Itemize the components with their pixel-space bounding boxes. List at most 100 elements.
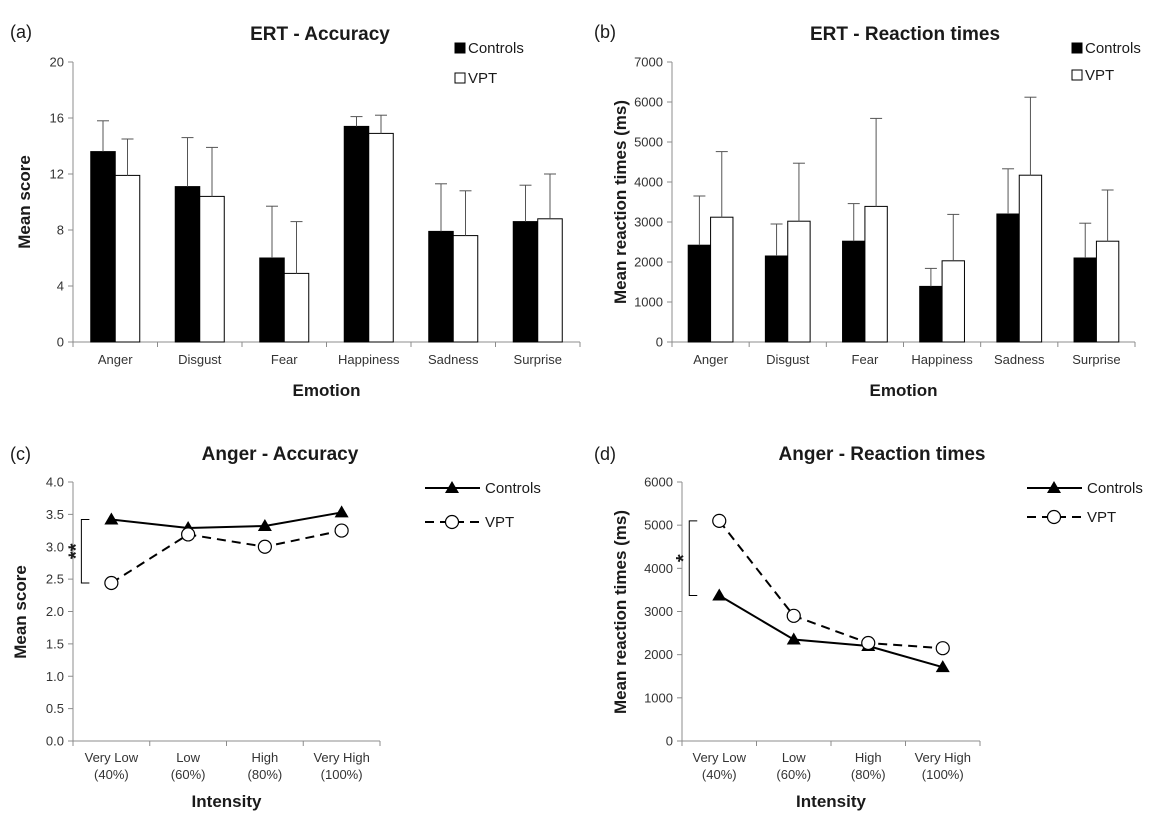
legend-label-controls: Controls <box>468 40 524 57</box>
x-tick-label: Fear <box>852 352 879 367</box>
bar-controls-sadness <box>996 213 1020 343</box>
legend-label-vpt: VPT <box>1085 67 1114 84</box>
x-axis-label: Emotion <box>870 381 938 400</box>
y-tick-label: 1000 <box>644 690 673 705</box>
point-vpt-3 <box>334 523 349 538</box>
bar-vpt-anger <box>114 174 141 343</box>
point-controls-0 <box>104 512 119 525</box>
point-controls-0 <box>712 588 727 601</box>
y-tick-label: 1.0 <box>46 669 64 684</box>
x-tick-label: Sadness <box>994 352 1045 367</box>
chart-panel-c: (c) Anger - Accuracy 0.0 0.5 1.0 1.5 2.0 2.5 3.0… <box>10 444 541 811</box>
x-axis-label: Emotion <box>293 381 361 400</box>
point-vpt-0 <box>712 513 727 528</box>
y-tick-label: 3.5 <box>46 507 64 522</box>
x-tick-label-percent: (80%) <box>248 767 283 782</box>
point-vpt-1 <box>181 527 196 542</box>
legend-label-controls: Controls <box>1087 480 1143 497</box>
legend-marker-vpt <box>444 514 460 530</box>
y-tick-label: 1.5 <box>46 636 64 651</box>
x-tick-label-percent: (60%) <box>171 767 206 782</box>
x-tick-label-percent: (100%) <box>321 767 363 782</box>
y-tick-label: 0 <box>656 335 663 350</box>
chart-title: Anger - Reaction times <box>779 444 986 465</box>
bar-vpt-surprise <box>537 218 563 343</box>
legend-marker-controls <box>1047 481 1061 493</box>
bar-controls-anger <box>687 244 712 343</box>
y-tick-label: 3000 <box>644 604 673 619</box>
point-controls-3 <box>935 660 950 673</box>
bar-controls-fear <box>842 240 866 343</box>
y-tick-label: 1000 <box>634 295 663 310</box>
legend-label-vpt: VPT <box>1087 509 1116 526</box>
y-tick-label: 20 <box>50 55 64 70</box>
x-tick-label: Very High <box>313 750 369 765</box>
y-tick-label: 2.5 <box>46 572 64 587</box>
bar-controls-happiness <box>919 285 943 343</box>
panel-letter: (d) <box>594 444 616 464</box>
panel-letter: (a) <box>10 22 32 42</box>
bar-vpt-anger <box>710 216 734 343</box>
bar-vpt-sadness <box>1018 174 1043 343</box>
x-tick-label: Fear <box>271 352 298 367</box>
legend-swatch-controls <box>454 42 466 54</box>
y-axis-label: Mean score <box>11 565 30 659</box>
y-tick-label: 2.0 <box>46 604 64 619</box>
x-tick-label: Disgust <box>766 352 810 367</box>
y-tick-label: 3000 <box>634 215 663 230</box>
x-tick-label: Surprise <box>514 352 562 367</box>
y-tick-label: 0.0 <box>46 734 64 749</box>
x-tick-label-percent: (40%) <box>702 767 737 782</box>
x-tick-label: Anger <box>693 352 728 367</box>
legend-marker-vpt <box>1046 509 1062 525</box>
y-tick-label: 2000 <box>634 255 663 270</box>
line-controls <box>111 511 342 529</box>
x-tick-label: Disgust <box>178 352 222 367</box>
x-tick-label: Low <box>782 750 806 765</box>
bar-vpt-fear <box>864 205 888 343</box>
y-tick-label: 6000 <box>644 475 673 490</box>
x-tick-label: Happiness <box>911 352 973 367</box>
y-tick-label: 5000 <box>644 518 673 533</box>
bar-vpt-happiness <box>368 132 394 343</box>
y-tick-label: 3.0 <box>46 539 64 554</box>
x-tick-label: Happiness <box>338 352 400 367</box>
y-tick-label: 5000 <box>634 135 663 150</box>
y-tick-label: 4 <box>57 279 64 294</box>
line-vpt <box>718 520 943 650</box>
bar-controls-fear <box>259 257 285 343</box>
legend-label-controls: Controls <box>485 480 541 497</box>
y-tick-label: 12 <box>50 167 64 182</box>
y-tick-label: 8 <box>57 223 64 238</box>
x-tick-label-percent: (60%) <box>776 767 811 782</box>
y-axis-label: Mean reaction times (ms) <box>611 510 630 714</box>
panel-letter: (c) <box>10 444 31 464</box>
legend-marker-controls <box>445 481 459 493</box>
point-vpt-2 <box>861 635 876 651</box>
legend-label-vpt: VPT <box>485 514 514 531</box>
y-tick-label: 6000 <box>634 95 663 110</box>
bar-controls-sadness <box>428 230 454 343</box>
x-tick-label: Very Low <box>85 750 139 765</box>
x-tick-label: Very High <box>915 750 971 765</box>
bar-controls-happiness <box>343 125 370 343</box>
x-axis-label: Intensity <box>192 792 262 811</box>
legend-swatch-vpt <box>454 72 466 84</box>
legend-swatch-vpt <box>1071 69 1083 81</box>
x-tick-label: Sadness <box>428 352 479 367</box>
significance-bracket <box>688 520 698 597</box>
y-tick-label: 4000 <box>644 561 673 576</box>
y-tick-label: 0.5 <box>46 701 64 716</box>
chart-panel-a: (a) ERT - Accuracy 0 4 8 12 16 20 Mean score Emot… <box>10 22 581 400</box>
bar-vpt-disgust <box>199 195 225 343</box>
x-tick-label: Very Low <box>693 750 747 765</box>
y-tick-label: 4000 <box>634 175 663 190</box>
y-axis-label: Mean reaction times (ms) <box>611 100 630 304</box>
legend-swatch-controls <box>1071 42 1083 54</box>
x-tick-label: Surprise <box>1072 352 1120 367</box>
y-tick-label: 0 <box>666 734 673 749</box>
y-tick-label: 0 <box>57 335 64 350</box>
x-tick-label-percent: (100%) <box>922 767 964 782</box>
point-vpt-2 <box>257 539 272 554</box>
